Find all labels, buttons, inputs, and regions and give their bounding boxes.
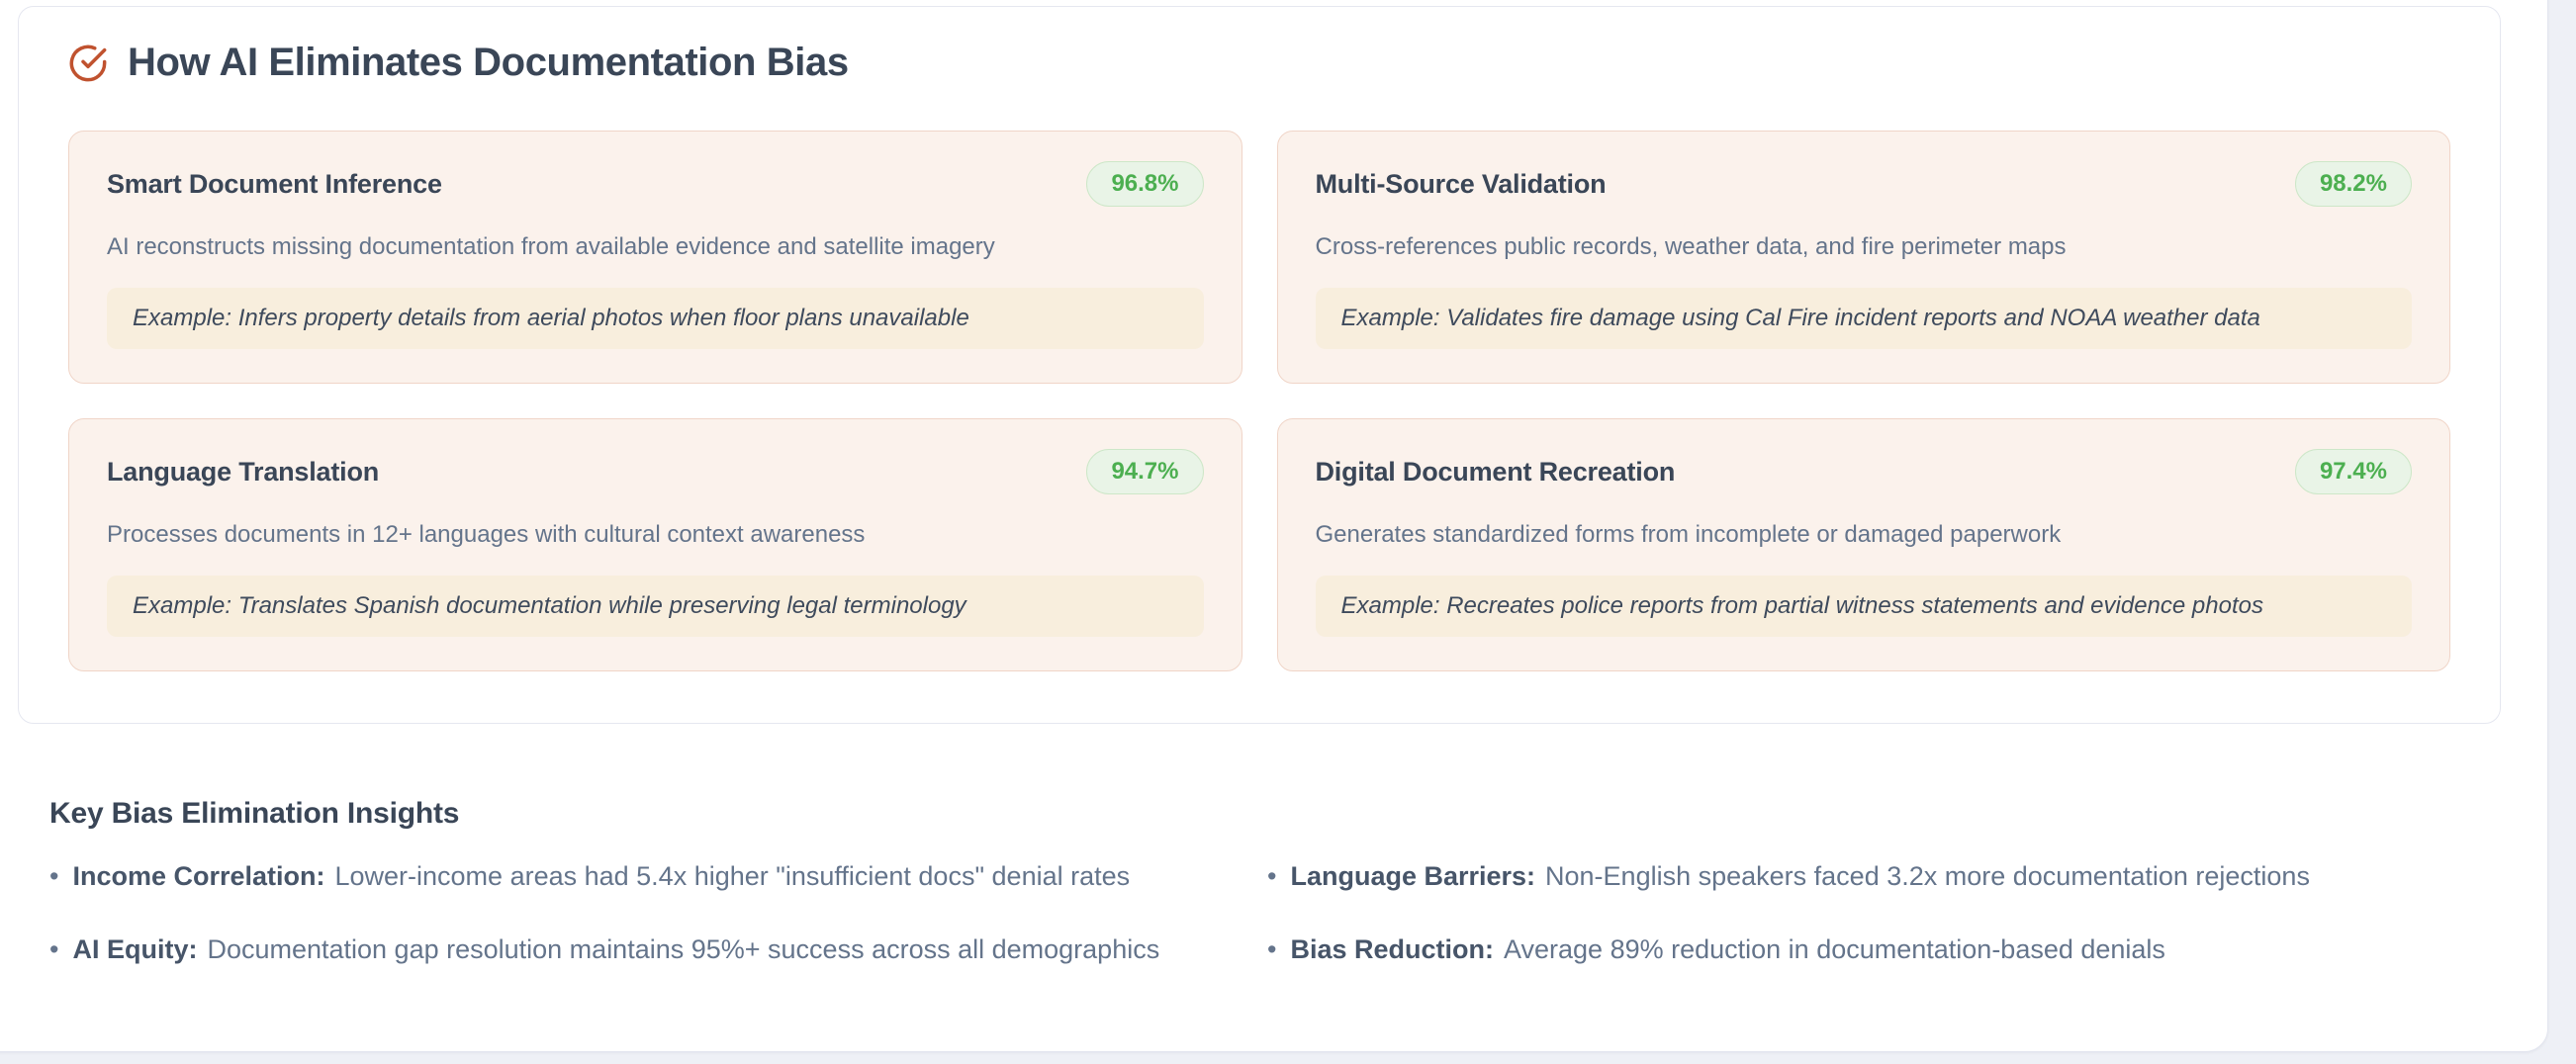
accuracy-badge: 96.8% <box>1086 161 1204 207</box>
insights-grid: • Income Correlation: Lower-income areas h… <box>49 860 2455 966</box>
panel-title: How AI Eliminates Documentation Bias <box>128 41 849 84</box>
capability-title: Smart Document Inference <box>107 168 442 199</box>
capability-description: Generates standardized forms from incomp… <box>1315 521 2062 548</box>
capability-card-digital-document-recreation: Digital Document Recreation 97.4% Genera… <box>1276 418 2450 671</box>
accuracy-badge: 97.4% <box>2294 449 2412 494</box>
accuracy-badge: 94.7% <box>1086 449 1204 494</box>
insight-bias-reduction: • Bias Reduction: Average 89% reduction in… <box>1267 933 2455 965</box>
ai-bias-panel: How AI Eliminates Documentation Bias Sma… <box>18 6 2501 724</box>
capability-card-multi-source-validation: Multi-Source Validation 98.2% Cross-refe… <box>1276 131 2450 384</box>
insight-language-barriers: • Language Barriers: Non-English speakers … <box>1267 860 2455 892</box>
insight-text: Documentation gap resolution maintains 9… <box>207 934 1160 965</box>
capability-example: Example: Infers property details from ae… <box>107 288 1204 349</box>
capability-description: AI reconstructs missing documentation fr… <box>107 233 995 260</box>
insight-label: Language Barriers: <box>1290 861 1536 891</box>
capability-description: Processes documents in 12+ languages wit… <box>107 521 866 548</box>
card-header: Language Translation 94.7% <box>107 449 1204 494</box>
insight-label: AI Equity: <box>72 934 198 965</box>
panel-header: How AI Eliminates Documentation Bias <box>68 41 2450 85</box>
capability-cards-grid: Smart Document Inference 96.8% AI recons… <box>68 131 2450 671</box>
bullet-dot: • <box>1267 934 1277 965</box>
bullet-dot: • <box>49 861 59 891</box>
insight-label: Bias Reduction: <box>1290 934 1494 965</box>
insights-section: Key Bias Elimination Insights • Income Co… <box>49 797 2455 966</box>
insight-text: Non-English speakers faced 3.2x more doc… <box>1545 861 2310 891</box>
card-header: Digital Document Recreation 97.4% <box>1315 449 2412 494</box>
accuracy-badge: 98.2% <box>2294 161 2412 207</box>
capability-card-smart-document-inference: Smart Document Inference 96.8% AI recons… <box>68 131 1242 384</box>
capability-title: Multi-Source Validation <box>1315 168 1607 199</box>
insight-label: Income Correlation: <box>72 861 325 891</box>
capability-title: Digital Document Recreation <box>1315 456 1676 487</box>
capability-example: Example: Recreates police reports from p… <box>1315 576 2412 637</box>
bullet-dot: • <box>1267 861 1277 891</box>
bullet-dot: • <box>49 934 59 965</box>
check-circle-icon <box>68 44 108 83</box>
card-header: Multi-Source Validation 98.2% <box>1315 161 2412 207</box>
capability-description: Cross-references public records, weather… <box>1315 233 2067 260</box>
insight-text: Lower-income areas had 5.4x higher "insu… <box>334 861 1131 891</box>
insight-text: Average 89% reduction in documentation-b… <box>1503 934 2165 965</box>
capability-example: Example: Validates fire damage using Cal… <box>1315 288 2412 349</box>
capability-example: Example: Translates Spanish documentatio… <box>107 576 1204 637</box>
capability-title: Language Translation <box>107 456 380 487</box>
insights-title: Key Bias Elimination Insights <box>49 797 460 830</box>
card-header: Smart Document Inference 96.8% <box>107 161 1204 207</box>
insight-income-correlation: • Income Correlation: Lower-income areas h… <box>49 860 1238 892</box>
insight-ai-equity: • AI Equity: Documentation gap resolution … <box>49 933 1238 965</box>
capability-card-language-translation: Language Translation 94.7% Processes doc… <box>68 418 1242 671</box>
